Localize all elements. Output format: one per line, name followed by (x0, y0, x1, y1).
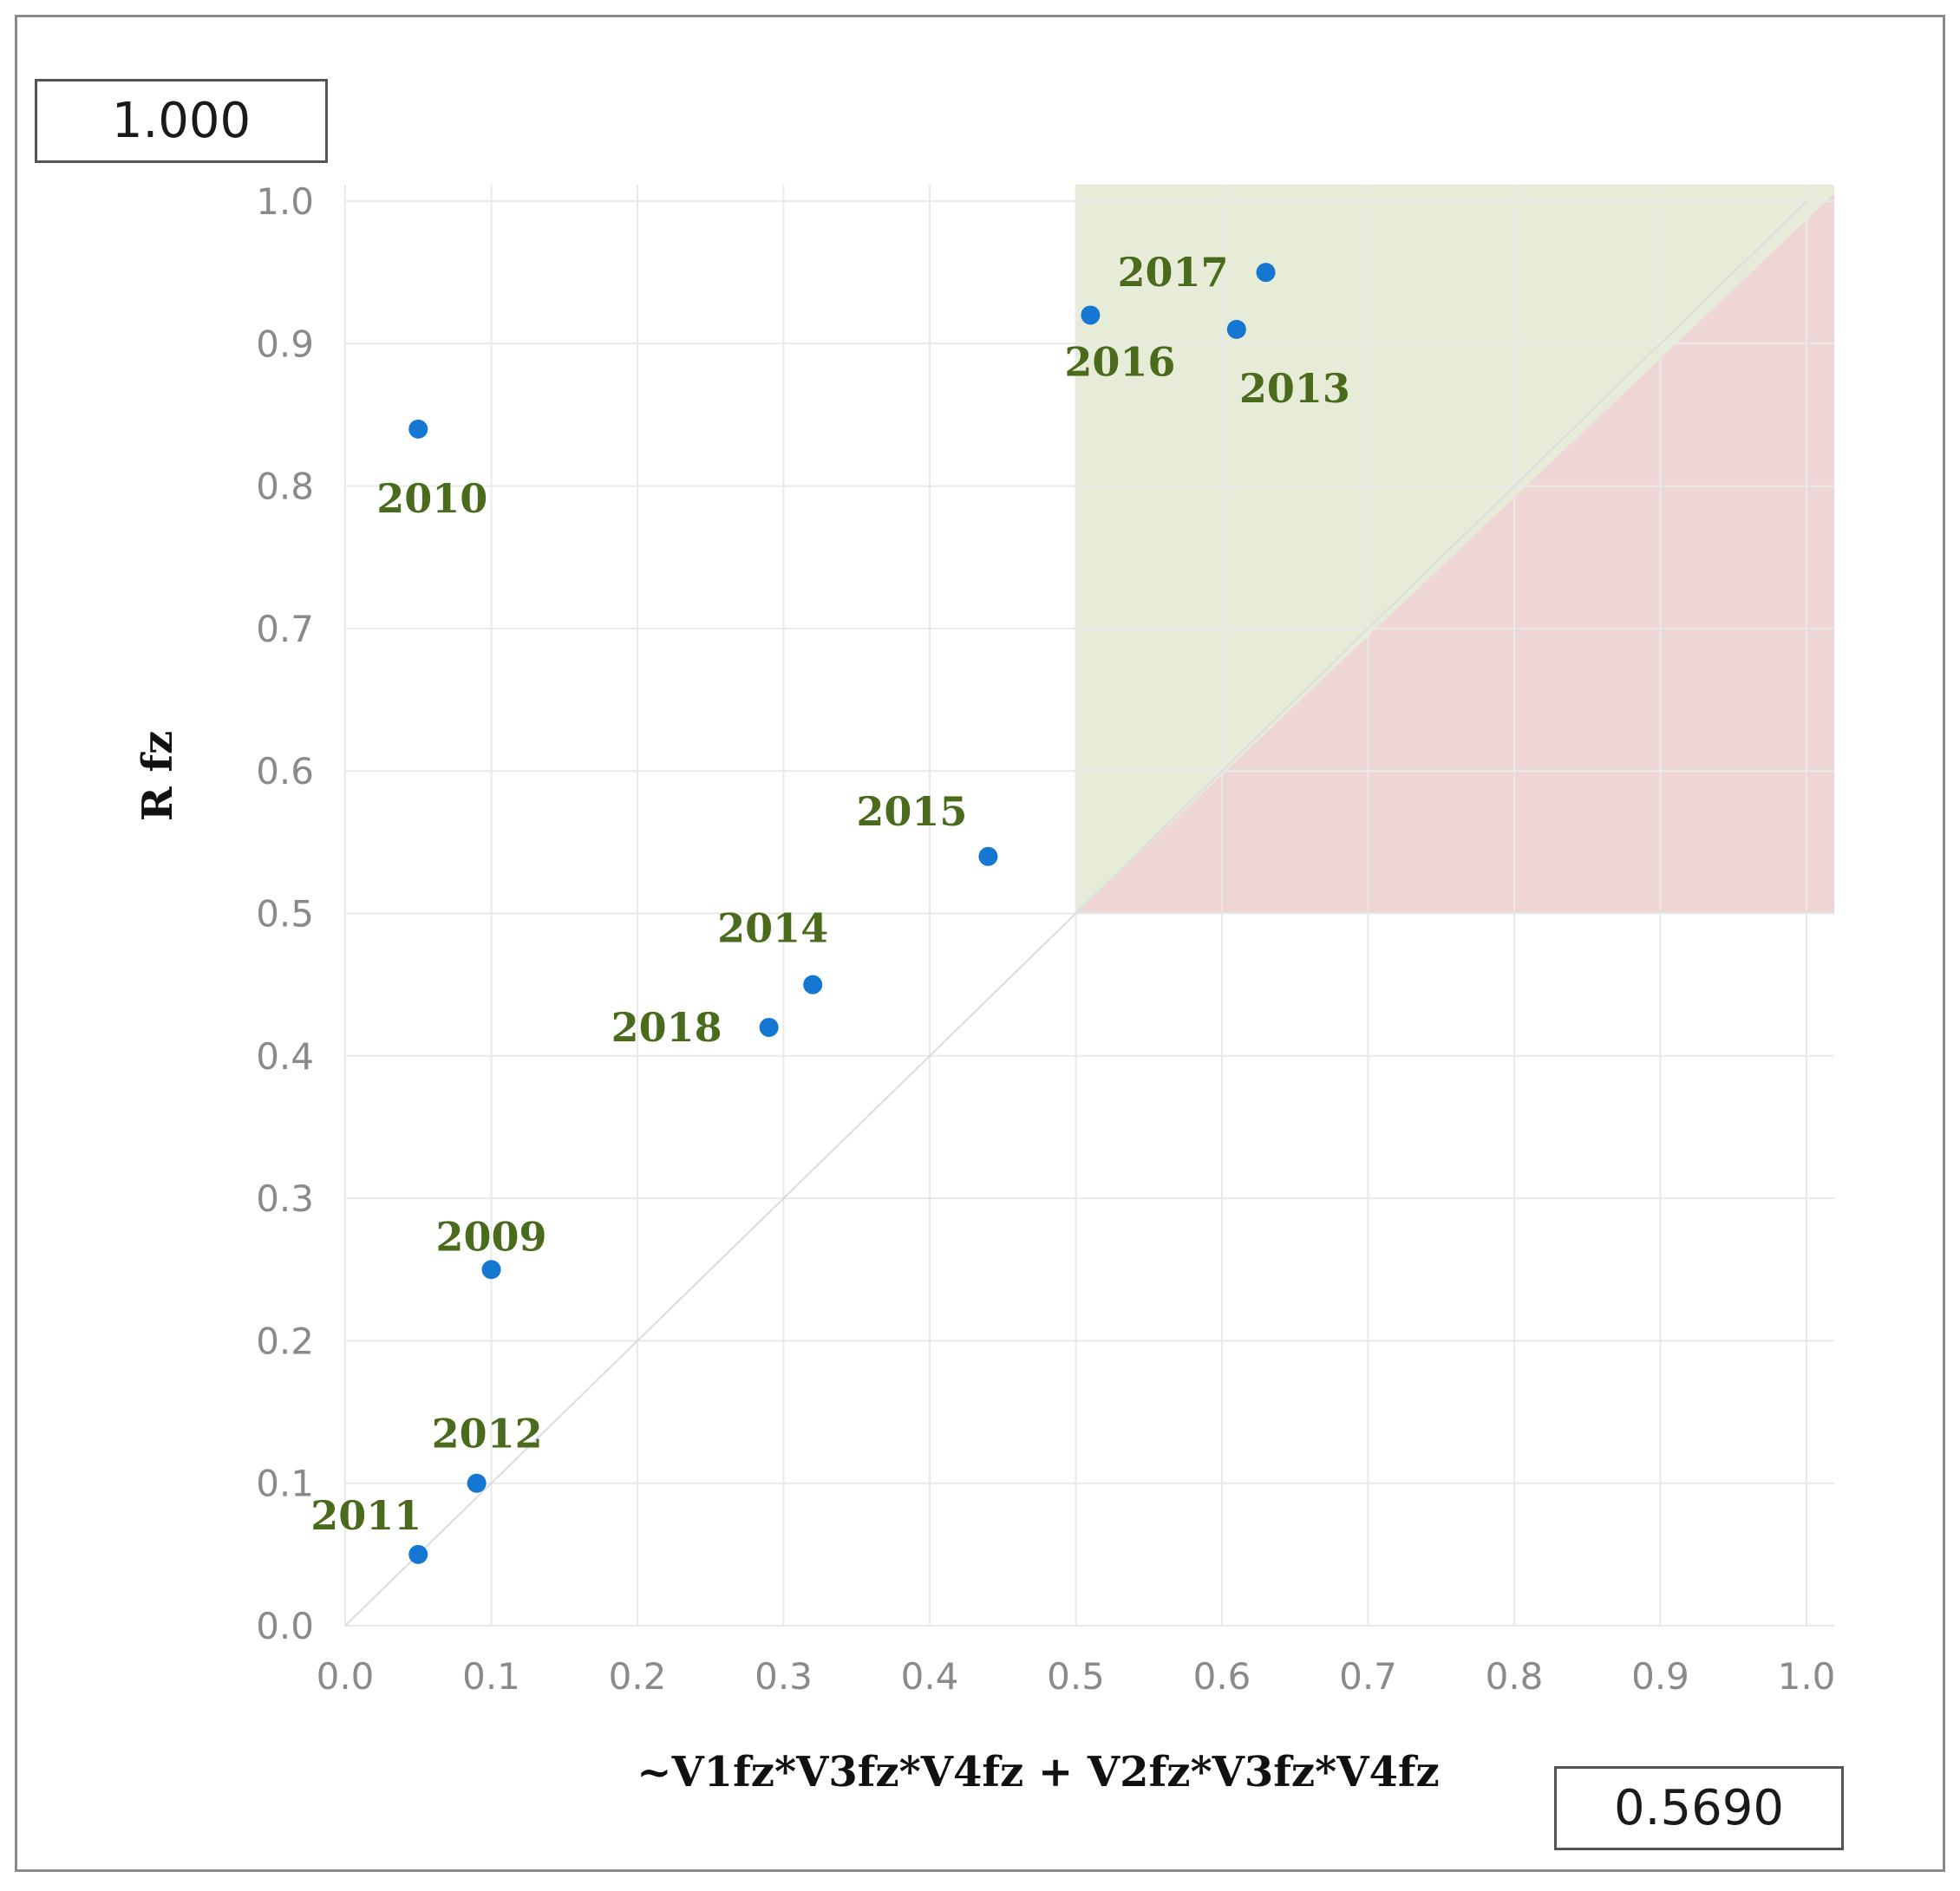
x-tick-label: 0.8 (1486, 1655, 1544, 1698)
point-label-2018: 2018 (611, 1004, 722, 1051)
y-tick-label: 0.6 (256, 750, 314, 792)
data-point-2014 (803, 975, 823, 994)
point-label-2012: 2012 (432, 1411, 543, 1457)
data-point-2012 (467, 1473, 487, 1493)
x-tick-label: 0.2 (609, 1655, 667, 1698)
point-label-2014: 2014 (717, 905, 828, 952)
data-point-2017 (1256, 263, 1276, 283)
point-label-2010: 2010 (376, 475, 487, 522)
point-label-2015: 2015 (856, 788, 967, 835)
x-tick-label: 1.0 (1778, 1655, 1836, 1698)
y-tick-label: 0.7 (256, 608, 314, 650)
data-point-2010 (408, 419, 428, 439)
point-label-2017: 2017 (1118, 249, 1229, 296)
y-tick-label: 1.0 (256, 180, 314, 223)
y-tick-label: 0.0 (256, 1605, 314, 1647)
point-label-2013: 2013 (1239, 365, 1350, 412)
y-tick-label: 0.9 (256, 323, 314, 365)
data-point-2011 (408, 1544, 428, 1564)
y-tick-label: 0.2 (256, 1320, 314, 1362)
consistency-region (1075, 185, 1834, 914)
y-tick-label: 0.4 (256, 1035, 314, 1078)
point-label-2009: 2009 (435, 1213, 546, 1260)
y-tick-label: 0.3 (256, 1177, 314, 1220)
x-tick-label: 0.3 (755, 1655, 813, 1698)
x-value-box[interactable]: 0.5690 (1554, 1766, 1844, 1850)
diagonal-reference-line (344, 200, 1807, 1627)
x-tick-label: 0.5 (1047, 1655, 1105, 1698)
data-point-2016 (1081, 305, 1101, 325)
point-label-2016: 2016 (1064, 338, 1175, 385)
data-point-2013 (1226, 319, 1246, 339)
data-point-2018 (759, 1017, 779, 1037)
x-tick-label: 0.6 (1193, 1655, 1251, 1698)
data-point-2015 (978, 846, 998, 866)
chart-frame (15, 15, 1945, 1872)
inconsistency-region (1075, 193, 1834, 914)
y-axis-title: R fz (134, 731, 182, 822)
point-label-2011: 2011 (310, 1492, 421, 1539)
x-tick-label: 0.7 (1339, 1655, 1397, 1698)
x-axis-title: ~V1fz*V3fz*V4fz + V2fz*V3fz*V4fz (637, 1748, 1440, 1796)
x-tick-label: 0.9 (1631, 1655, 1689, 1698)
x-tick-label: 0.0 (317, 1655, 375, 1698)
x-tick-label: 0.1 (462, 1655, 520, 1698)
data-point-2009 (481, 1260, 501, 1280)
y-tick-label: 0.8 (256, 466, 314, 508)
y-tick-label: 0.1 (256, 1463, 314, 1505)
y-value-box[interactable]: 1.000 (35, 79, 328, 163)
x-tick-label: 0.4 (901, 1655, 959, 1698)
y-tick-label: 0.5 (256, 893, 314, 936)
